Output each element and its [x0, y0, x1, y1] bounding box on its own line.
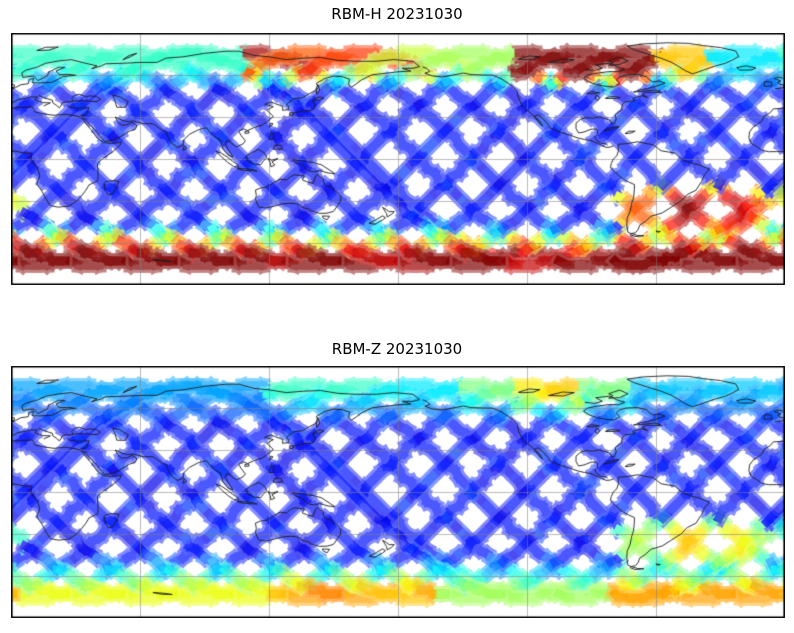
panel-title-rbm-h: RBM-H 20231030	[331, 5, 463, 23]
panel-title-rbm-z: RBM-Z 20231030	[331, 340, 463, 358]
map-canvas-rbm-h	[11, 33, 785, 285]
map-canvas-rbm-z	[11, 366, 785, 618]
